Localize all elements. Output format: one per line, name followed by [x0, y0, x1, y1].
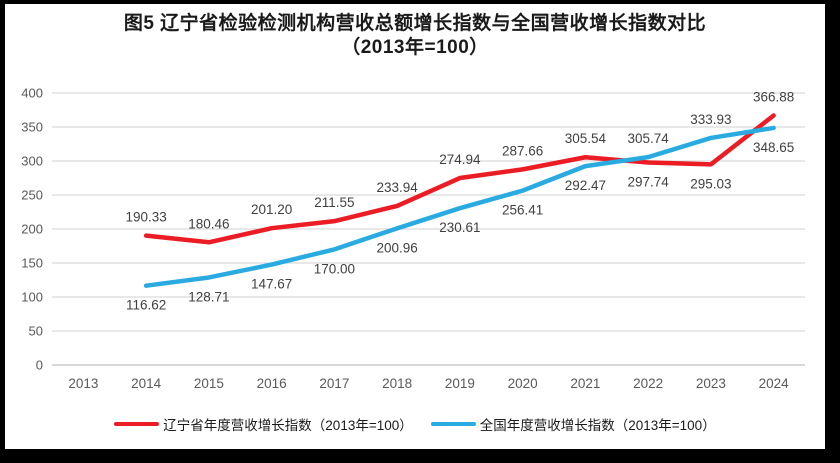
data-label: 230.61 — [439, 220, 480, 235]
data-label: 180.46 — [188, 216, 229, 231]
data-label: 333.93 — [690, 112, 731, 127]
data-label: 295.03 — [690, 176, 731, 191]
data-label: 305.54 — [565, 131, 607, 146]
x-tick-label: 2015 — [194, 376, 224, 391]
legend-item-national: 全国年度营收增长指数（2013年=100） — [430, 414, 716, 434]
chart-subtitle: （2013年=100） — [341, 37, 489, 58]
y-tick-label: 350 — [21, 120, 43, 135]
x-tick-label: 2022 — [633, 376, 663, 391]
data-label: 116.62 — [126, 298, 166, 313]
data-label: 170.00 — [314, 261, 355, 276]
y-tick-label: 50 — [29, 324, 43, 339]
chart-title-block: 图5 辽宁省检验检测机构营收总额增长指数与全国营收增长指数对比 （2013年=1… — [5, 12, 825, 60]
data-label: 190.33 — [125, 210, 166, 225]
data-label: 256.41 — [502, 203, 543, 218]
legend-item-liaoning: 辽宁省年度营收增长指数（2013年=100） — [114, 414, 413, 434]
y-tick-label: 100 — [21, 290, 43, 305]
x-tick-label: 2023 — [696, 376, 726, 391]
x-tick-label: 2020 — [508, 376, 538, 391]
x-tick-label: 2014 — [131, 376, 162, 391]
data-label: 200.96 — [376, 240, 417, 255]
liaoning-line-swatch — [114, 421, 160, 427]
y-tick-label: 150 — [21, 256, 43, 271]
national-line-swatch — [430, 421, 476, 427]
data-label: 274.94 — [439, 152, 481, 167]
x-tick-label: 2016 — [257, 376, 287, 391]
legend-label-liaoning: 辽宁省年度营收增长指数（2013年=100） — [163, 418, 413, 433]
x-tick-label: 2024 — [759, 376, 790, 391]
data-label: 147.67 — [251, 277, 292, 292]
y-tick-label: 250 — [21, 188, 43, 203]
x-tick-label: 2021 — [570, 376, 600, 391]
data-label: 128.71 — [188, 289, 229, 304]
data-label: 201.20 — [251, 202, 292, 217]
y-tick-label: 200 — [21, 222, 43, 237]
y-tick-label: 300 — [21, 154, 43, 169]
series-line-0 — [143, 113, 776, 245]
x-tick-label: 2017 — [319, 376, 349, 391]
chart-legend: 辽宁省年度营收增长指数（2013年=100） 全国年度营收增长指数（2013年=… — [5, 414, 825, 434]
chart-title: 图5 辽宁省检验检测机构营收总额增长指数与全国营收增长指数对比 — [123, 13, 707, 34]
data-label: 348.65 — [753, 140, 794, 155]
data-label: 292.47 — [565, 178, 606, 193]
data-label: 297.74 — [627, 175, 669, 190]
series-line-1 — [143, 125, 776, 288]
y-tick-label: 0 — [36, 358, 43, 373]
line-chart: 0 50 100 150 200 250 300 350 400 2013 2014 2015 2016… — [21, 86, 805, 391]
x-tick-label: 2019 — [445, 376, 475, 391]
data-label: 211.55 — [314, 195, 354, 210]
x-tick-label: 2018 — [382, 376, 412, 391]
data-label: 287.66 — [502, 143, 543, 158]
data-label: 366.88 — [753, 90, 794, 105]
data-label: 305.74 — [627, 131, 669, 146]
x-tick-label: 2013 — [68, 376, 98, 391]
y-tick-label: 400 — [21, 86, 43, 101]
legend-label-national: 全国年度营收增长指数（2013年=100） — [479, 418, 716, 433]
data-label: 233.94 — [376, 180, 418, 195]
